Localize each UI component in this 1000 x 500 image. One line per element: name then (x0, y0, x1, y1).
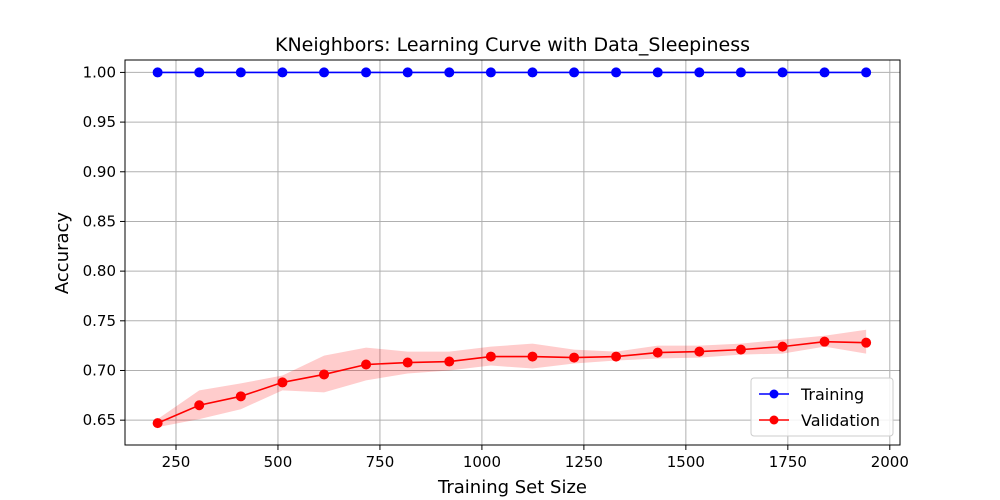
training-point (402, 67, 413, 78)
training-point (527, 67, 538, 78)
validation-point (611, 351, 622, 362)
x-tick-label: 2000 (871, 453, 909, 471)
y-tick-label: 0.80 (83, 262, 116, 280)
validation-point (694, 346, 705, 357)
validation-point (819, 336, 830, 347)
y-tick-label: 0.75 (83, 312, 116, 330)
y-tick-label: 0.65 (83, 411, 116, 429)
plot-frame (124, 59, 901, 446)
validation-point (652, 347, 663, 358)
validation-point (402, 357, 413, 368)
validation-point (777, 341, 788, 352)
validation-point (861, 337, 872, 348)
validation-point (527, 351, 538, 362)
training-point (319, 67, 330, 78)
validation-point (235, 391, 246, 402)
training-point (569, 67, 580, 78)
training-point (652, 67, 663, 78)
validation-point (485, 351, 496, 362)
validation-legend-marker (769, 415, 779, 425)
validation-point (735, 344, 746, 355)
training-point (444, 67, 455, 78)
legend-box (750, 377, 894, 437)
y-tick-label: 1.00 (83, 63, 116, 81)
training-point (611, 67, 622, 78)
y-axis-title: Accuracy (52, 212, 73, 295)
training-point (819, 67, 830, 78)
validation-point (361, 359, 372, 370)
training-point (277, 67, 288, 78)
validation-point (319, 369, 330, 380)
x-tick-label: 1750 (769, 453, 807, 471)
training-point (235, 67, 246, 78)
training-point (861, 67, 872, 78)
x-axis-title: Training Set Size (437, 477, 587, 498)
validation-series-line (157, 340, 867, 424)
validation-point (277, 377, 288, 388)
x-tick-label: 1500 (667, 453, 705, 471)
training-legend-marker (769, 389, 779, 399)
x-tick-label: 500 (264, 453, 293, 471)
x-tick-label: 250 (162, 453, 191, 471)
chart-title: KNeighbors: Learning Curve with Data_Sle… (275, 34, 750, 56)
y-tick-label: 0.70 (83, 361, 116, 379)
training-point (361, 67, 372, 78)
validation-point (569, 352, 580, 363)
y-tick-label: 0.95 (83, 113, 116, 131)
training-point (735, 67, 746, 78)
validation-point (152, 418, 163, 429)
y-tick-label: 0.85 (83, 212, 116, 230)
validation-legend-label: Validation (801, 411, 880, 430)
training-point (152, 67, 163, 78)
validation-point (194, 400, 205, 411)
training-point (485, 67, 496, 78)
training-point (694, 67, 705, 78)
x-tick-label: 1250 (565, 453, 603, 471)
plot-area: 250 500 750 1000 1250 1500 1750 2000 0.65 0.70 0.7… (83, 59, 909, 471)
training-point (777, 67, 788, 78)
validation-confidence-band (157, 329, 867, 428)
validation-point (444, 356, 455, 367)
x-tick-label: 1000 (463, 453, 501, 471)
y-tick-label: 0.90 (83, 163, 116, 181)
legend: Training Validation (750, 377, 894, 437)
training-legend-label: Training (800, 385, 864, 404)
x-tick-label: 750 (366, 453, 395, 471)
training-point (194, 67, 205, 78)
